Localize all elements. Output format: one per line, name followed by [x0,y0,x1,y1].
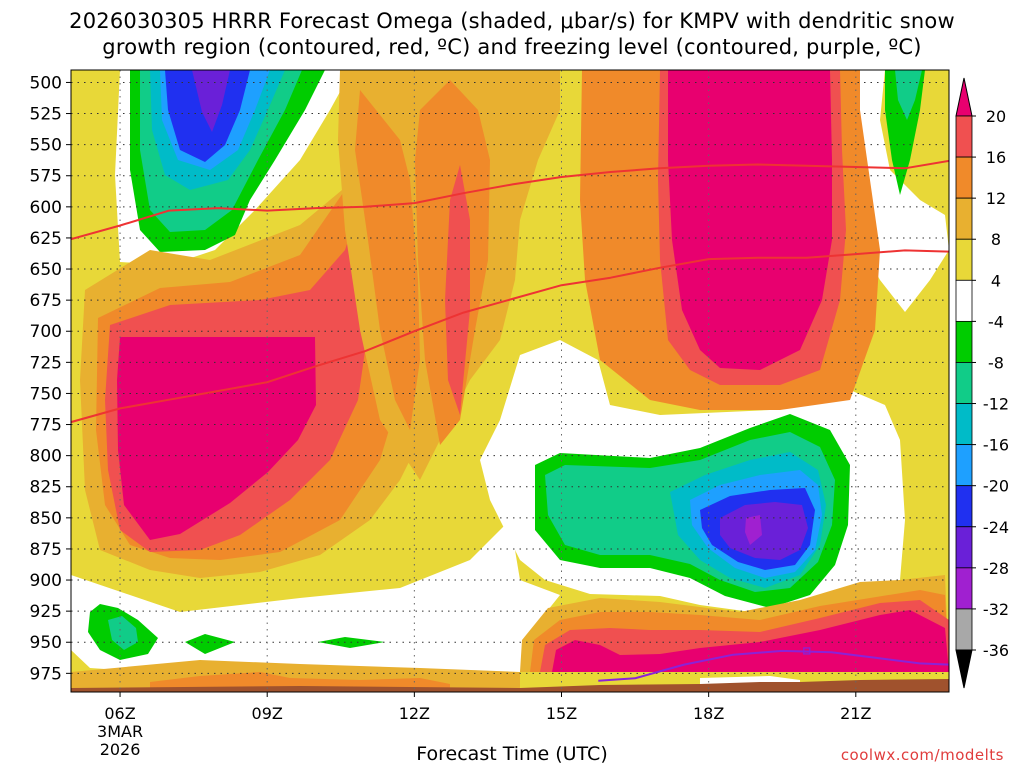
colorbar-bin-10 [955,485,973,528]
colorbar-label--24: -24 [983,518,1009,537]
colorbar-label--8: -8 [988,353,1004,372]
shade-downward-upper-left [130,70,325,252]
colorbar-bin-13 [955,608,973,651]
x-axis-title: Forecast Time (UTC) [416,743,608,765]
x-tick-label-21Z: 21Z [840,704,871,723]
colorbar-bin-8 [955,403,973,446]
chart-title: 2026030305 HRRR Forecast Omega (shaded, … [0,8,1024,60]
y-tick-label-625: 625 [30,229,62,249]
colorbar-bin-5 [955,279,973,322]
shade-downward-upper-right [885,70,925,195]
plot-frame [70,69,950,693]
colorbar-bottom-arrow [955,649,973,689]
y-tick-label-525: 525 [30,105,62,125]
colorbar-label-20: 20 [986,107,1006,126]
x-tick-label-15Z: 15Z [546,704,577,723]
x-tick-label-12Z: 12Z [399,704,430,723]
shade-downward-mid-right [535,414,850,608]
shade-neutral-lower [71,520,560,672]
colorbar-label--4: -4 [988,312,1004,331]
colorbar: 20 16 12 8 4 -4 -8 -12 -16 -20 -24 -28 -32 -36 [955,77,1009,689]
colorbar-top-arrow [955,77,973,117]
colorbar-label--28: -28 [983,559,1009,578]
omega-shading [71,70,949,692]
colorbar-label--20: -20 [983,477,1009,496]
colorbar-label-4: 4 [991,271,1001,290]
colorbar-bin-1 [955,115,973,158]
x-tick-label-09Z: 09Z [252,704,283,723]
x-date-label-month: 3MAR [97,722,143,741]
shade-upward-right-column [580,70,880,410]
colorbar-label--12: -12 [983,395,1009,414]
colorbar-bin-3 [955,197,973,240]
colorbar-label--36: -36 [983,641,1009,660]
y-axis: 500 525 550 575 600 625 650 675 700 725 750 775 800 8… [30,73,71,684]
colorbar-bin-7 [955,362,973,404]
y-tick-label-825: 825 [30,478,62,498]
y-tick-label-725: 725 [30,353,62,373]
shade-upward-left-column [338,70,560,480]
colorbar-bin-6 [955,320,973,363]
y-tick-label-850: 850 [30,509,62,529]
y-tick-label-650: 650 [30,260,62,280]
y-tick-label-875: 875 [30,540,62,560]
shade-upward-left-core [80,150,470,578]
title-line-1: 2026030305 HRRR Forecast Omega (shaded, … [69,9,955,33]
y-tick-label-700: 700 [30,322,62,342]
colorbar-bin-9 [955,444,973,487]
y-tick-label-775: 775 [30,416,62,436]
colorbar-bin-12 [955,567,973,610]
x-tick-label-18Z: 18Z [693,704,724,723]
contour-lines [71,159,949,682]
y-tick-label-975: 975 [30,664,62,684]
title-line-2: growth region (contoured, red, ºC) and f… [102,35,922,59]
y-tick-label-500: 500 [30,73,62,93]
contour-dendritic-0 [71,159,949,241]
contour-freezing-level [598,649,949,682]
y-tick-label-675: 675 [30,291,62,311]
x-date-label-year: 2026 [100,740,141,759]
x-tick-label-06Z: 06Z [104,704,135,723]
y-tick-label-900: 900 [30,571,62,591]
surface-band [71,679,949,692]
shade-upward-lower [71,575,949,692]
y-tick-label-600: 600 [30,198,62,218]
colorbar-label--32: -32 [983,600,1009,619]
freezing-level-marker [803,647,811,655]
colorbar-label-12: 12 [986,189,1006,208]
credit-link[interactable]: coolwx.com/modelts [840,746,1004,764]
colorbar-label-8: 8 [991,230,1001,249]
y-tick-label-550: 550 [30,136,62,156]
colorbar-bin-4 [955,238,973,281]
y-tick-label-950: 950 [30,633,62,653]
colorbar-label-16: 16 [986,148,1006,167]
shade-downward-small-cells [88,604,385,660]
colorbar-bin-11 [955,526,973,569]
y-tick-label-800: 800 [30,447,62,467]
y-tick-label-750: 750 [30,384,62,404]
colorbar-label--16: -16 [983,436,1009,455]
y-tick-label-575: 575 [30,167,62,187]
contour-dendritic-1 [71,249,949,424]
colorbar-bin-2 [955,156,973,199]
y-tick-label-925: 925 [30,602,62,622]
